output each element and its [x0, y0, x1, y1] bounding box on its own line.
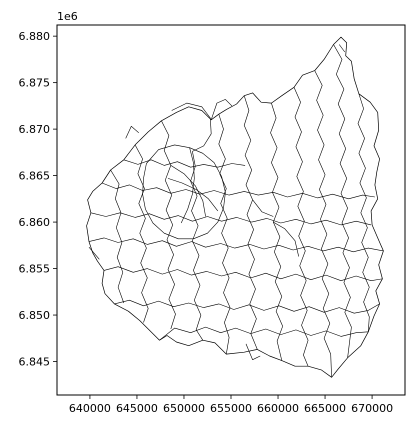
x-tick-label: 670000: [351, 402, 393, 415]
y-tick-label: 6.850: [19, 309, 51, 322]
y-tick-label: 6.860: [19, 216, 51, 229]
y-offset-label: 1e6: [57, 10, 78, 23]
y-tick-label: 6.845: [19, 356, 51, 369]
x-tick-label: 640000: [69, 402, 111, 415]
x-tick-label: 665000: [304, 402, 346, 415]
y-tick-label: 6.870: [19, 123, 51, 136]
x-tick-label: 660000: [257, 402, 299, 415]
y-tick-label: 6.875: [19, 77, 51, 90]
y-tick-label: 6.865: [19, 170, 51, 183]
y-tick-label: 6.855: [19, 263, 51, 276]
x-tick-label: 645000: [116, 402, 158, 415]
y-tick-label: 6.880: [19, 30, 51, 43]
x-tick-label: 650000: [163, 402, 205, 415]
x-tick-label: 655000: [210, 402, 252, 415]
